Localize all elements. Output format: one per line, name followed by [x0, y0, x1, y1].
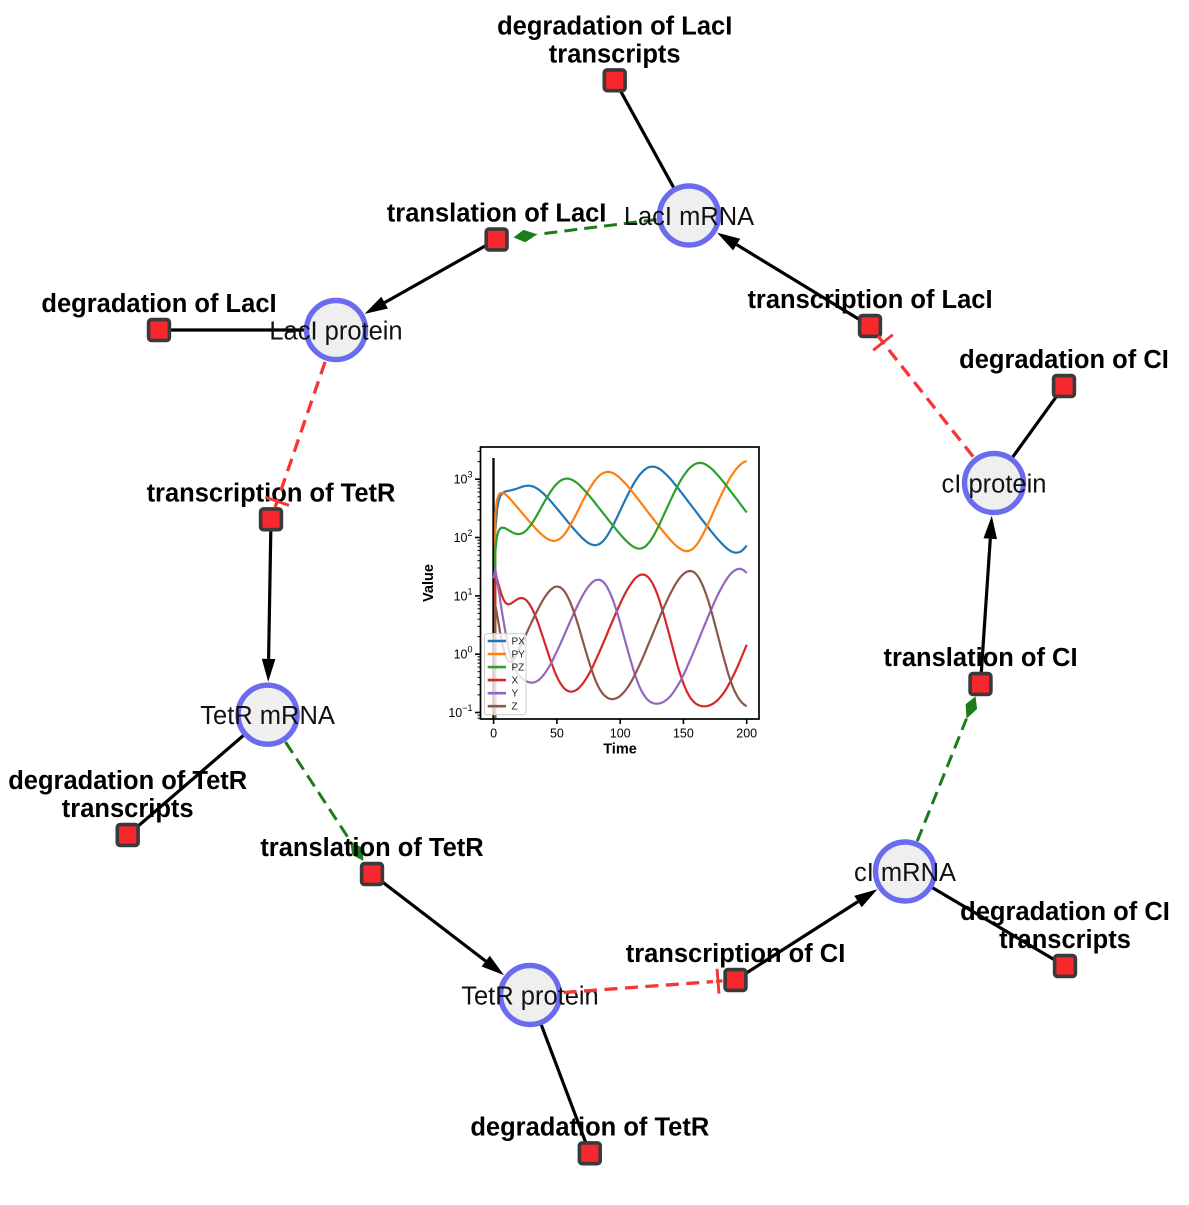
svg-text:transcripts: transcripts — [999, 926, 1131, 954]
svg-text:degradation of CI: degradation of CI — [959, 346, 1169, 374]
svg-text:102: 102 — [454, 528, 473, 545]
svg-text:X: X — [512, 676, 519, 687]
svg-text:transcription of LacI: transcription of LacI — [747, 286, 992, 314]
svg-text:150: 150 — [673, 727, 694, 741]
svg-text:Z: Z — [512, 702, 518, 713]
svg-text:cI protein: cI protein — [942, 470, 1047, 498]
svg-text:LacI mRNA: LacI mRNA — [624, 203, 754, 231]
svg-text:200: 200 — [736, 727, 757, 741]
svg-text:transcription of TetR: transcription of TetR — [147, 479, 396, 507]
svg-text:0: 0 — [490, 727, 497, 741]
svg-text:transcripts: transcripts — [62, 795, 194, 823]
svg-text:PY: PY — [512, 649, 526, 660]
svg-text:degradation of LacI: degradation of LacI — [41, 290, 276, 318]
svg-text:Value: Value — [421, 564, 437, 602]
svg-text:Time: Time — [603, 742, 637, 758]
svg-text:PZ: PZ — [512, 663, 525, 674]
svg-text:10−1: 10−1 — [448, 703, 472, 720]
svg-text:TetR protein: TetR protein — [461, 982, 599, 1010]
svg-text:101: 101 — [454, 586, 473, 603]
svg-text:TetR mRNA: TetR mRNA — [200, 702, 335, 730]
svg-text:translation of LacI: translation of LacI — [387, 200, 607, 228]
svg-text:Y: Y — [512, 689, 519, 700]
svg-text:degradation of CI: degradation of CI — [960, 898, 1170, 926]
svg-text:degradation of TetR: degradation of TetR — [8, 767, 247, 795]
svg-text:100: 100 — [610, 727, 631, 741]
svg-text:LacI protein: LacI protein — [269, 317, 402, 345]
svg-text:50: 50 — [550, 727, 564, 741]
svg-text:PX: PX — [512, 636, 526, 647]
svg-text:degradation of LacI: degradation of LacI — [497, 12, 732, 40]
svg-text:transcription of CI: transcription of CI — [626, 940, 846, 968]
svg-text:degradation of TetR: degradation of TetR — [470, 1113, 709, 1141]
svg-text:100: 100 — [454, 645, 473, 662]
svg-text:translation of CI: translation of CI — [883, 644, 1077, 672]
svg-text:103: 103 — [454, 470, 473, 487]
svg-text:cI mRNA: cI mRNA — [854, 859, 956, 887]
svg-text:transcripts: transcripts — [549, 40, 681, 68]
svg-text:translation of TetR: translation of TetR — [260, 834, 483, 862]
